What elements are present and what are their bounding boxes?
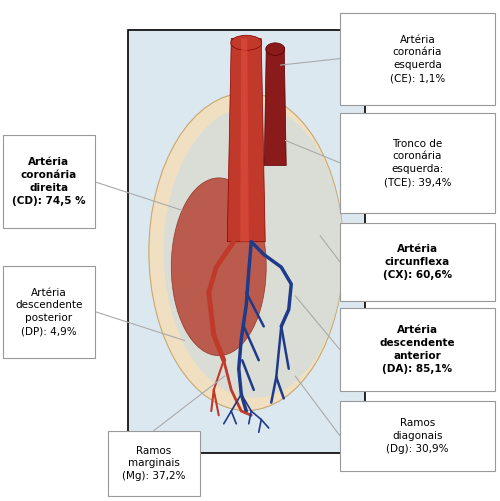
Polygon shape: [264, 47, 286, 165]
Text: Tronco de
coronária
esquerda:
(TCE): 39,4%: Tronco de coronária esquerda: (TCE): 39,…: [384, 139, 452, 187]
Bar: [108, 431, 200, 496]
Text: Artéria
circunflexa
(CX): 60,6%: Artéria circunflexa (CX): 60,6%: [383, 244, 452, 280]
Bar: [2, 135, 95, 228]
Ellipse shape: [149, 93, 344, 410]
Ellipse shape: [171, 178, 266, 356]
Text: Ramos
diagonais
(Dg): 30,9%: Ramos diagonais (Dg): 30,9%: [386, 418, 449, 454]
Text: Artéria
descendente
anterior
(DA): 85,1%: Artéria descendente anterior (DA): 85,1%: [380, 325, 456, 374]
Polygon shape: [240, 39, 249, 242]
Ellipse shape: [266, 43, 285, 56]
Text: Ramos
marginais
(Mg): 37,2%: Ramos marginais (Mg): 37,2%: [122, 445, 186, 481]
Ellipse shape: [164, 106, 344, 398]
Bar: [128, 30, 365, 453]
Ellipse shape: [231, 35, 262, 50]
Polygon shape: [227, 39, 265, 242]
Bar: [340, 308, 495, 391]
Bar: [2, 266, 95, 358]
Bar: [340, 13, 495, 105]
Bar: [340, 223, 495, 301]
Bar: [340, 113, 495, 213]
Bar: [340, 401, 495, 471]
Text: Artéria
coronária
esquerda
(CE): 1,1%: Artéria coronária esquerda (CE): 1,1%: [390, 35, 445, 83]
Text: Artéria
descendente
posterior
(DP): 4,9%: Artéria descendente posterior (DP): 4,9%: [15, 288, 82, 336]
Text: Artéria
coronária
direita
(CD): 74,5 %: Artéria coronária direita (CD): 74,5 %: [12, 157, 86, 206]
